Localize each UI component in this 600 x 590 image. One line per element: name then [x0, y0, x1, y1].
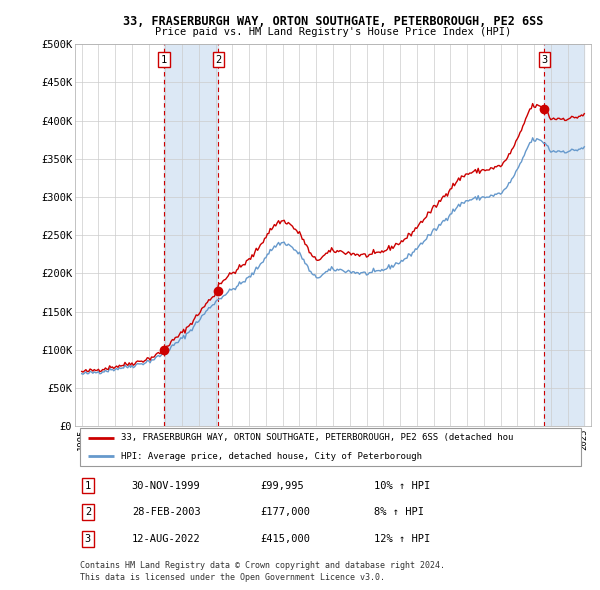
Text: 12% ↑ HPI: 12% ↑ HPI	[374, 535, 431, 544]
Text: This data is licensed under the Open Government Licence v3.0.: This data is licensed under the Open Gov…	[80, 573, 385, 582]
Text: 28-FEB-2003: 28-FEB-2003	[132, 507, 200, 517]
Text: 3: 3	[541, 54, 548, 64]
Text: 2: 2	[215, 54, 221, 64]
Text: £99,995: £99,995	[261, 481, 305, 490]
Text: 10% ↑ HPI: 10% ↑ HPI	[374, 481, 431, 490]
Text: 30-NOV-1999: 30-NOV-1999	[132, 481, 200, 490]
Text: 3: 3	[85, 535, 91, 544]
Text: £177,000: £177,000	[261, 507, 311, 517]
Text: 1: 1	[161, 54, 167, 64]
Text: £415,000: £415,000	[261, 535, 311, 544]
Bar	[164, 44, 218, 426]
Bar	[544, 44, 584, 426]
Text: 1: 1	[85, 481, 91, 490]
Text: 2: 2	[85, 507, 91, 517]
Text: 8% ↑ HPI: 8% ↑ HPI	[374, 507, 424, 517]
Text: HPI: Average price, detached house, City of Peterborough: HPI: Average price, detached house, City…	[121, 451, 422, 461]
Text: 33, FRASERBURGH WAY, ORTON SOUTHGATE, PETERBOROUGH, PE2 6SS: 33, FRASERBURGH WAY, ORTON SOUTHGATE, PE…	[123, 15, 543, 28]
Text: 12-AUG-2022: 12-AUG-2022	[132, 535, 200, 544]
Text: Price paid vs. HM Land Registry's House Price Index (HPI): Price paid vs. HM Land Registry's House …	[155, 27, 511, 37]
Text: Contains HM Land Registry data © Crown copyright and database right 2024.: Contains HM Land Registry data © Crown c…	[80, 560, 445, 570]
Text: 33, FRASERBURGH WAY, ORTON SOUTHGATE, PETERBOROUGH, PE2 6SS (detached hou: 33, FRASERBURGH WAY, ORTON SOUTHGATE, PE…	[121, 433, 514, 442]
